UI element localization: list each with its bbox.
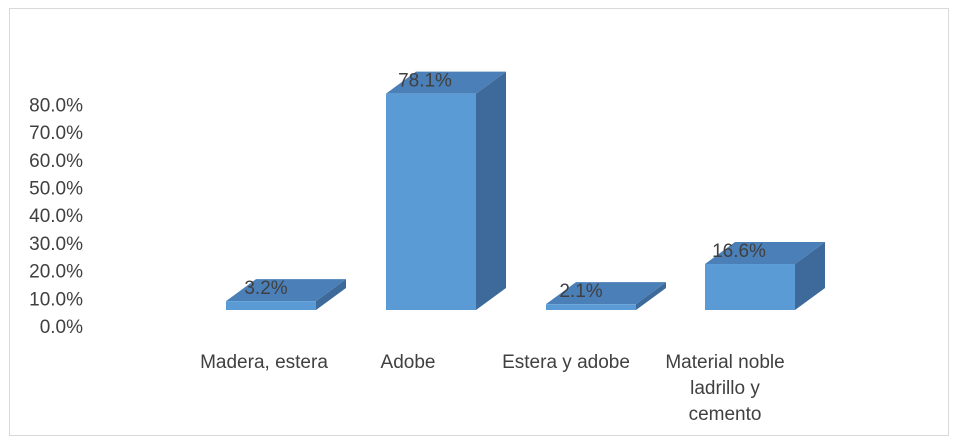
category-label: Estera y adobe xyxy=(502,352,630,373)
data-label: 16.6% xyxy=(712,241,766,262)
bar-top xyxy=(546,282,666,305)
bar-top xyxy=(705,242,825,265)
category-label: Adobe xyxy=(381,352,436,373)
bar-side xyxy=(795,242,825,310)
y-tick-label: 80.0% xyxy=(29,95,83,116)
bar-side xyxy=(476,71,506,311)
bar xyxy=(705,264,795,310)
category-label: cemento xyxy=(689,404,762,425)
y-tick-label: 10.0% xyxy=(29,289,83,310)
bar-top xyxy=(226,279,346,302)
bar xyxy=(226,301,316,310)
data-label: 3.2% xyxy=(244,278,287,299)
bar xyxy=(546,304,636,310)
data-label: 2.1% xyxy=(559,281,602,302)
y-tick-label: 50.0% xyxy=(29,179,83,200)
category-label: Madera, estera xyxy=(200,352,328,373)
y-tick-label: 30.0% xyxy=(29,234,83,255)
y-tick-label: 40.0% xyxy=(29,206,83,227)
data-label: 78.1% xyxy=(398,71,452,92)
bar-side xyxy=(316,279,346,310)
y-tick-label: 70.0% xyxy=(29,123,83,144)
bar xyxy=(386,93,476,311)
category-label: ladrillo y xyxy=(690,378,760,399)
y-tick-label: 0.0% xyxy=(40,317,83,338)
y-tick-label: 20.0% xyxy=(29,262,83,283)
bar-side xyxy=(636,282,666,310)
y-tick-label: 60.0% xyxy=(29,151,83,172)
category-label: Material noble xyxy=(665,352,784,373)
bar-top xyxy=(386,71,506,94)
